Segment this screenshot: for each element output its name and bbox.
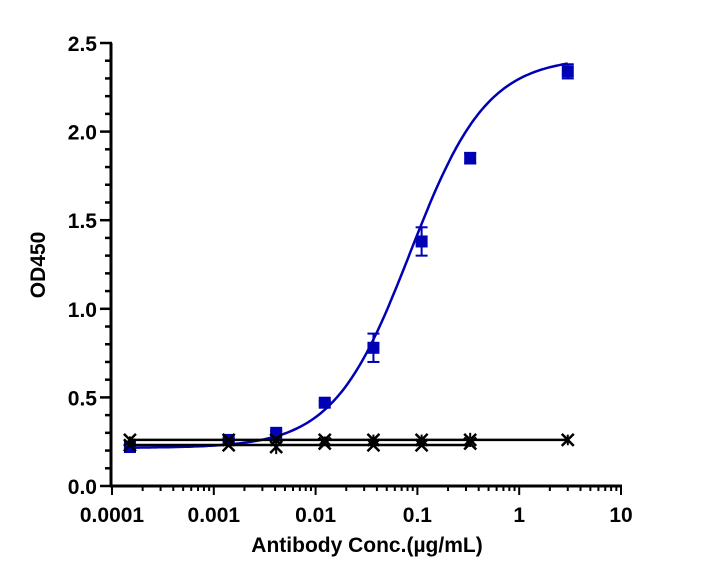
y-tick-label: 1.5: [68, 210, 98, 233]
data-point-square: [464, 152, 477, 165]
y-tick-label: 0.5: [68, 387, 98, 410]
x-axis: 0.0001 0.001 0.01 0.1 1 10: [80, 484, 633, 527]
data-point-x: [366, 438, 381, 453]
data-point-x: [269, 440, 284, 454]
y-tick-label: 2.0: [68, 122, 97, 145]
data-point-square: [415, 235, 428, 248]
x-tick-label: 0.01: [295, 504, 336, 527]
x-tick-label: 0.1: [403, 504, 433, 527]
data-point-x: [123, 438, 137, 453]
x-tick-label: 10: [609, 504, 632, 527]
data-point-x: [560, 433, 575, 447]
series-antibody: [123, 62, 574, 454]
data-point-x: [463, 436, 478, 451]
x-axis-title: Antibody Conc.(µg/mL): [251, 534, 482, 557]
data-point-x: [317, 436, 332, 451]
x-tick-label: 1: [513, 504, 525, 527]
y-tick-label: 2.5: [68, 33, 98, 56]
x-tick-label: 0.001: [188, 504, 241, 527]
x-tick-label: 0.0001: [80, 504, 145, 527]
series-control-2: [123, 436, 478, 455]
data-point-square: [561, 65, 574, 78]
data-point-square: [367, 341, 380, 354]
y-axis-title: OD450: [27, 232, 50, 299]
plot-area: [123, 62, 575, 455]
y-tick-label: 0.0: [68, 476, 97, 499]
y-tick-label: 1.0: [68, 299, 97, 322]
data-point-x: [221, 438, 236, 453]
y-axis: 0.0 0.5 1.0 1.5 2.0 2.5: [68, 33, 113, 499]
data-point-x: [414, 438, 429, 453]
series-control-1: [123, 432, 575, 448]
data-point-square: [318, 396, 331, 409]
